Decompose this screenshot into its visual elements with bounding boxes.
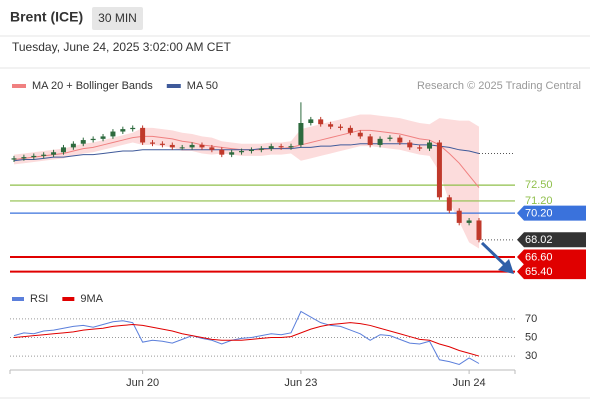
candle-body [248, 149, 254, 152]
legend-swatch [62, 297, 75, 301]
candle-body [268, 146, 274, 149]
legend-label: 9MA [80, 293, 103, 305]
candle-body [347, 127, 353, 133]
candle-body [456, 210, 462, 223]
level-box [517, 249, 586, 265]
candle-body [150, 142, 156, 144]
candle-body [239, 151, 245, 153]
candle-body [70, 143, 76, 148]
x-tick-label: Jun 24 [453, 377, 486, 389]
level-box [517, 232, 586, 248]
candle-body [120, 129, 126, 132]
candle-body [337, 126, 343, 128]
candle-body [288, 146, 294, 148]
candle-body [436, 142, 442, 198]
level-label: 71.20 [525, 195, 553, 207]
candle-body [31, 155, 37, 158]
candle-body [407, 142, 413, 148]
candle-body [466, 220, 472, 223]
rsi-line [13, 322, 480, 357]
interval-badge [92, 7, 143, 30]
legend-swatch [12, 297, 24, 301]
candle-body [199, 144, 205, 148]
level-label: 70.20 [525, 208, 553, 220]
candle-body [446, 197, 452, 211]
level-box [517, 205, 586, 221]
level-label: 68.02 [525, 234, 553, 246]
candle-body [21, 157, 27, 159]
candle-body [110, 131, 116, 137]
bollinger-band [14, 114, 479, 249]
candle-body [60, 147, 66, 153]
candle-body [219, 149, 225, 155]
candle-body [357, 132, 363, 137]
chart-title: Brent (ICE) [10, 9, 83, 25]
x-tick-label: Jun 20 [126, 377, 159, 389]
candle-body [377, 138, 383, 145]
candle-body [51, 152, 57, 155]
level-label: 66.60 [525, 251, 553, 263]
candle-body [417, 147, 423, 149]
candle-body [387, 137, 393, 139]
candle-body [318, 119, 324, 125]
candle-body [41, 154, 47, 156]
legend-label: MA 20 + Bollinger Bands [32, 80, 153, 92]
y-tick-label: 50 [525, 331, 537, 343]
source: Research © 2025 Trading Central [417, 80, 581, 92]
candle-body [278, 146, 284, 148]
candle-body [90, 138, 96, 141]
level-box [517, 264, 586, 280]
candle-body [229, 152, 235, 155]
timestamp: Tuesday, June 24, 2025 3:02:00 AM CET [12, 40, 231, 54]
candle-body [209, 147, 215, 150]
candle-body [476, 220, 482, 240]
ma50-line [13, 143, 480, 162]
y-tick-label: 70 [525, 313, 537, 325]
legend-label: MA 50 [187, 80, 218, 92]
level-label: 72.50 [525, 179, 553, 191]
candle-body [367, 136, 373, 145]
rsi-line [13, 310, 480, 365]
legend-label: RSI [30, 293, 48, 305]
legend-swatch [166, 84, 181, 88]
candle-body [80, 140, 86, 144]
candle-body [189, 144, 195, 148]
candle-body [397, 137, 403, 143]
candle-body [100, 136, 106, 139]
candle-body [298, 123, 304, 145]
trend-arrow-head [498, 259, 514, 274]
candle-body [130, 127, 136, 130]
candle-body [308, 119, 314, 124]
y-tick-label: 30 [525, 350, 537, 362]
candle-body [427, 142, 433, 149]
interval: 30 MIN [98, 11, 137, 25]
x-tick-label: Jun 23 [284, 377, 317, 389]
level-label: 65.40 [525, 266, 553, 278]
candle-body [159, 143, 165, 145]
candle-body [11, 158, 17, 160]
candle-body [179, 147, 185, 149]
candle-body [169, 144, 175, 148]
candle-body [328, 124, 334, 127]
legend-swatch [12, 84, 26, 88]
candle-body [258, 148, 264, 150]
trend-arrow [480, 241, 507, 267]
candle-body [140, 127, 146, 143]
